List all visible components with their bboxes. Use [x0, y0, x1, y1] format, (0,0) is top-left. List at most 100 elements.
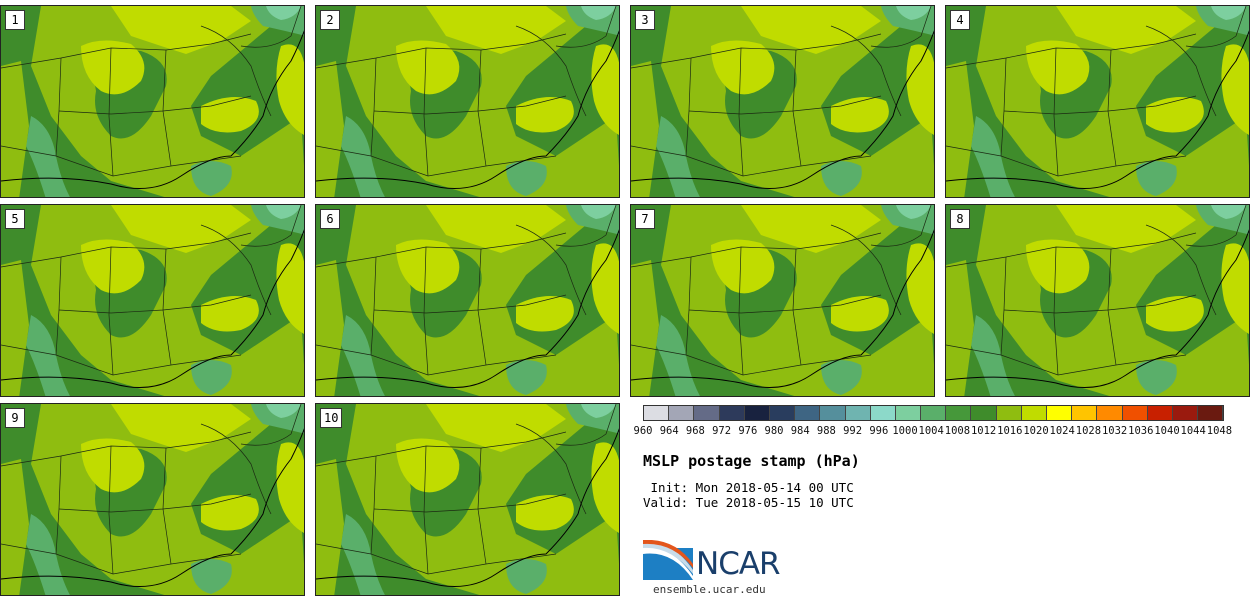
- pressure-contour-region: [906, 44, 934, 135]
- state-boundary: [108, 246, 114, 376]
- site-url: ensemble.ucar.edu: [653, 583, 766, 596]
- state-boundary: [58, 294, 252, 314]
- state-boundary: [240, 404, 302, 446]
- member-label: 9: [5, 408, 25, 428]
- colorbar-tick-label: 996: [869, 425, 889, 437]
- colorbar-swatch: [644, 406, 670, 420]
- colorbar-tick-label: 992: [843, 425, 863, 437]
- valid-time: Valid: Tue 2018-05-15 10 UTC: [643, 495, 854, 510]
- state-boundary: [1, 543, 242, 575]
- state-boundary: [515, 25, 587, 117]
- colorbar-swatch: [971, 406, 997, 420]
- pressure-contour-region: [426, 6, 566, 54]
- state-boundary: [108, 445, 114, 575]
- pressure-contour-region: [516, 97, 574, 133]
- pressure-contour-region: [946, 260, 974, 396]
- pressure-contour-region: [396, 239, 460, 294]
- colorbar-tick-label: 1020: [1023, 425, 1049, 437]
- pressure-contour-region: [1136, 360, 1177, 395]
- state-boundary: [200, 224, 272, 316]
- pressure-contour-region: [316, 459, 344, 595]
- pressure-contour-region: [1221, 243, 1249, 334]
- state-boundary: [515, 423, 587, 515]
- state-boundary: [373, 294, 567, 314]
- member-label: 1: [5, 10, 25, 30]
- state-boundary: [870, 205, 932, 247]
- pressure-contour-region: [396, 438, 460, 493]
- pressure-contour-region: [266, 6, 301, 20]
- member-label: 8: [950, 209, 970, 229]
- pressure-contour-region: [1211, 6, 1246, 20]
- colorbar-tick-label: 1000: [892, 425, 918, 437]
- coastline: [946, 229, 1249, 388]
- state-boundary: [373, 493, 567, 513]
- pressure-contour-region: [821, 360, 862, 395]
- pressure-contour-region: [1136, 161, 1177, 196]
- member-panel-6: 6: [315, 204, 620, 397]
- pressure-contour-region: [591, 243, 619, 334]
- member-label: 10: [320, 408, 343, 428]
- pressure-contour-region: [426, 205, 566, 253]
- state-boundary: [515, 224, 587, 316]
- colorbar-tick-label: 1048: [1206, 425, 1233, 437]
- colorbar-swatch: [795, 406, 821, 420]
- coastline: [316, 428, 619, 587]
- state-boundary: [423, 445, 429, 575]
- pressure-contour-region: [276, 44, 304, 135]
- member-panel-5: 5: [0, 204, 305, 397]
- colorbar-tick-label: 1036: [1128, 425, 1154, 437]
- coastline: [316, 30, 619, 189]
- pressure-contour-region: [81, 40, 145, 95]
- pressure-contour-region: [971, 116, 1015, 197]
- state-boundary: [830, 224, 902, 316]
- state-boundary: [240, 6, 302, 48]
- pressure-contour-region: [201, 296, 259, 332]
- colorbar-swatch: [870, 406, 896, 420]
- pressure-contour-region: [266, 205, 301, 219]
- colorbar-tick-label: 1032: [1101, 425, 1128, 437]
- pressure-contour-region: [1056, 6, 1196, 54]
- mslp-map: [1, 404, 304, 595]
- pressure-contour-region: [631, 61, 659, 197]
- pressure-contour-region: [506, 360, 547, 395]
- pressure-contour-region: [1026, 40, 1090, 95]
- state-boundary: [946, 344, 1187, 376]
- colorbar-swatch: [744, 406, 770, 420]
- coastline: [1, 30, 304, 189]
- state-boundary: [738, 246, 744, 376]
- mslp-map: [316, 6, 619, 197]
- state-boundary: [631, 145, 872, 177]
- colorbar-tick-label: 1040: [1154, 425, 1180, 437]
- colorbar-swatches: [643, 405, 1225, 421]
- pressure-contour-region: [906, 243, 934, 334]
- pressure-contour-region: [396, 40, 460, 95]
- state-boundary: [688, 95, 882, 115]
- colorbar-swatch: [1122, 406, 1148, 420]
- pressure-contour-region: [711, 239, 775, 294]
- state-boundary: [555, 6, 617, 48]
- mslp-map: [316, 205, 619, 396]
- coastline: [316, 229, 619, 388]
- pressure-contour-region: [111, 404, 251, 452]
- state-boundary: [58, 95, 252, 115]
- pressure-contour-region: [26, 116, 70, 197]
- pressure-contour-region: [341, 315, 385, 396]
- state-boundary: [1053, 246, 1059, 376]
- state-boundary: [200, 25, 272, 117]
- state-boundary: [946, 232, 1197, 268]
- state-boundary: [688, 294, 882, 314]
- pressure-contour-region: [516, 495, 574, 531]
- pressure-contour-region: [591, 442, 619, 533]
- pressure-contour-region: [896, 6, 931, 20]
- mslp-map: [631, 205, 934, 396]
- ncar-logo-icon: [643, 540, 693, 580]
- plot-title: MSLP postage stamp (hPa): [643, 452, 860, 470]
- pressure-contour-region: [201, 495, 259, 531]
- pressure-contour-region: [316, 61, 344, 197]
- pressure-contour-region: [946, 61, 974, 197]
- colorbar-ticks: 960 964 968 972 976 980 984 988 992 996 1000 1004 10…: [634, 425, 1260, 439]
- state-boundary: [58, 493, 252, 513]
- pressure-contour-region: [81, 438, 145, 493]
- coastline: [946, 30, 1249, 189]
- pressure-contour-region: [276, 243, 304, 334]
